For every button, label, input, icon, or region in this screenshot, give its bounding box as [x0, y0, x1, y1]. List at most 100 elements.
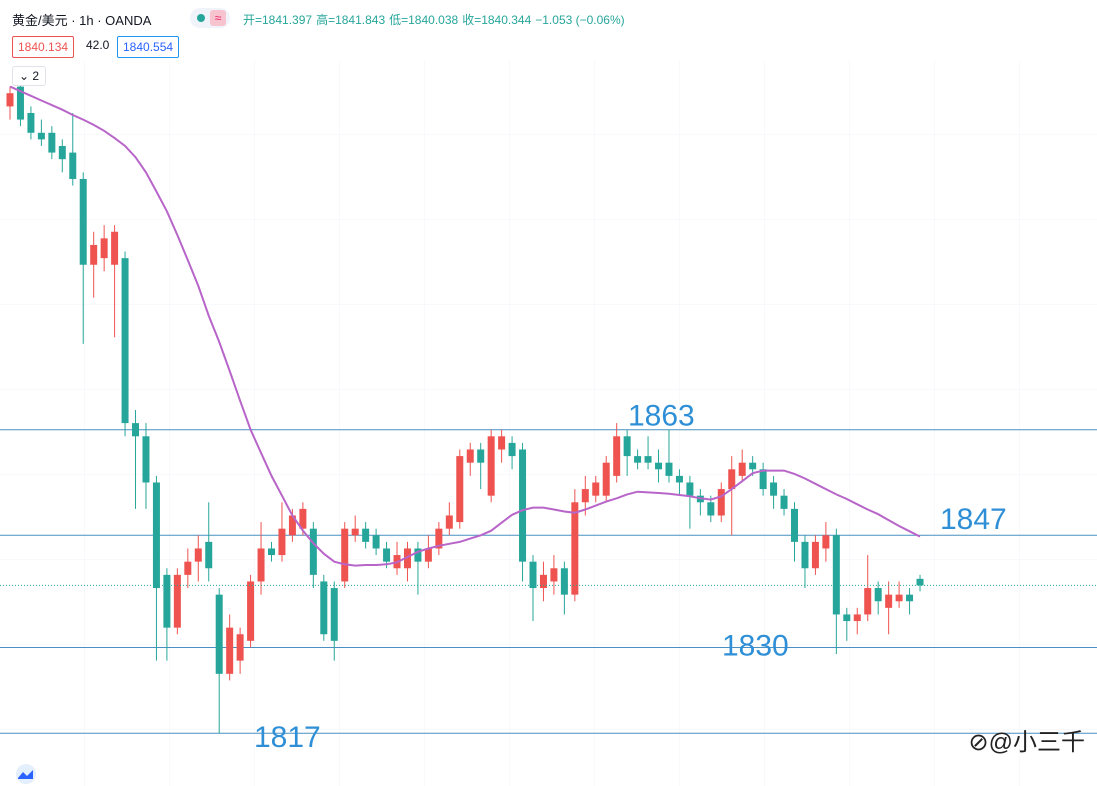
watermark-text: @小三千 [988, 729, 1085, 756]
candle-body [226, 627, 234, 674]
candle-body [142, 436, 150, 483]
candle-body [832, 535, 840, 615]
candle-body [487, 436, 495, 496]
candle-body [69, 152, 77, 179]
close: 收=1840.344 [462, 13, 532, 27]
candle-body [791, 508, 798, 542]
candle-body [822, 535, 830, 549]
candle-body [655, 462, 663, 470]
candle-body [539, 574, 547, 589]
candle-body [874, 588, 882, 602]
candle-body [885, 594, 893, 608]
candle-body [48, 132, 56, 153]
grid [0, 60, 1097, 786]
candle-body [58, 145, 66, 160]
candle-body [560, 568, 568, 595]
candle-body [644, 456, 652, 463]
candle-body [194, 548, 202, 562]
candle-body [372, 535, 380, 549]
candle-body [749, 462, 757, 470]
candle-body [100, 238, 108, 259]
candle-body [456, 456, 464, 523]
level-label: 1830 [722, 629, 789, 662]
candle-body [257, 548, 265, 582]
candle-body [362, 528, 370, 542]
candle-body [634, 456, 642, 463]
logo[interactable] [14, 764, 38, 784]
candle-body [801, 541, 809, 569]
candle-body [37, 132, 45, 140]
bid[interactable]: 1840.134 [12, 36, 75, 58]
candle-body [341, 528, 349, 582]
candle-body [477, 449, 485, 463]
high: 高=1841.843 [316, 13, 386, 27]
candle-body [571, 502, 579, 595]
candle-body [581, 489, 589, 503]
candle-body [351, 528, 359, 536]
candle-body [268, 548, 275, 556]
candle-body [508, 442, 516, 457]
candle-body [414, 548, 422, 562]
candle-body [906, 594, 914, 602]
candle-body [780, 495, 788, 509]
candle-body [163, 574, 171, 628]
moving-average [9, 85, 921, 567]
candle-body [330, 588, 338, 641]
ask[interactable]: 1840.554 [117, 36, 180, 58]
candle-body [205, 541, 213, 569]
candle-body [90, 244, 98, 265]
candle-body [864, 588, 872, 615]
candle-body [770, 482, 778, 496]
candle-body [236, 634, 244, 661]
candle-body [843, 614, 851, 622]
candle-body [132, 423, 140, 437]
change: −1.053 (−0.06%) [535, 13, 625, 27]
watermark: ⊘@小三千 [968, 729, 1085, 756]
candle-body [27, 112, 35, 133]
candle-body [320, 581, 328, 635]
symbol[interactable]: 黄金/美元 · 1h · OANDA [12, 13, 152, 28]
candle-body [623, 436, 631, 457]
level-label: 1863 [628, 400, 695, 433]
candle-body [519, 449, 527, 562]
candle-body [383, 548, 391, 562]
spread: 42.0 [86, 38, 110, 52]
candle-body [613, 436, 621, 476]
candle-body [717, 489, 725, 516]
candle-body [288, 515, 296, 536]
candle-body [811, 541, 819, 569]
candle-body [184, 561, 192, 575]
candle-body [16, 86, 24, 120]
candle-body [152, 482, 160, 589]
candle-body [403, 548, 411, 569]
candle-body [79, 178, 87, 265]
candle-body [498, 436, 506, 450]
open: 开=1841.397 [243, 13, 313, 27]
low: 低=1840.038 [389, 13, 459, 27]
level-label: 1817 [254, 721, 321, 754]
ohlc: 开=1841.397 高=1841.843 低=1840.038 收=1840.344… [243, 11, 629, 28]
candle-body [466, 449, 474, 463]
toggle[interactable]: ≈ [190, 8, 230, 28]
candle-body [602, 462, 610, 496]
candle-body [592, 482, 600, 496]
candle-body [215, 594, 223, 674]
indicator-toggle[interactable]: ⌄ 2 [12, 66, 47, 86]
candle-body [529, 561, 537, 589]
candle-body [728, 469, 736, 490]
candle-body [247, 581, 255, 641]
candle-body [309, 528, 317, 575]
indicator-count: 2 [32, 69, 40, 83]
candle-body [759, 469, 767, 490]
candle-body [738, 462, 746, 476]
candle-body [665, 462, 673, 476]
candle-body [424, 548, 432, 562]
candle-body [435, 528, 443, 549]
candle-body [675, 475, 683, 483]
candle-body [121, 258, 129, 424]
candle-body [173, 574, 181, 628]
candle-body [686, 482, 694, 496]
candle-body [895, 594, 903, 602]
